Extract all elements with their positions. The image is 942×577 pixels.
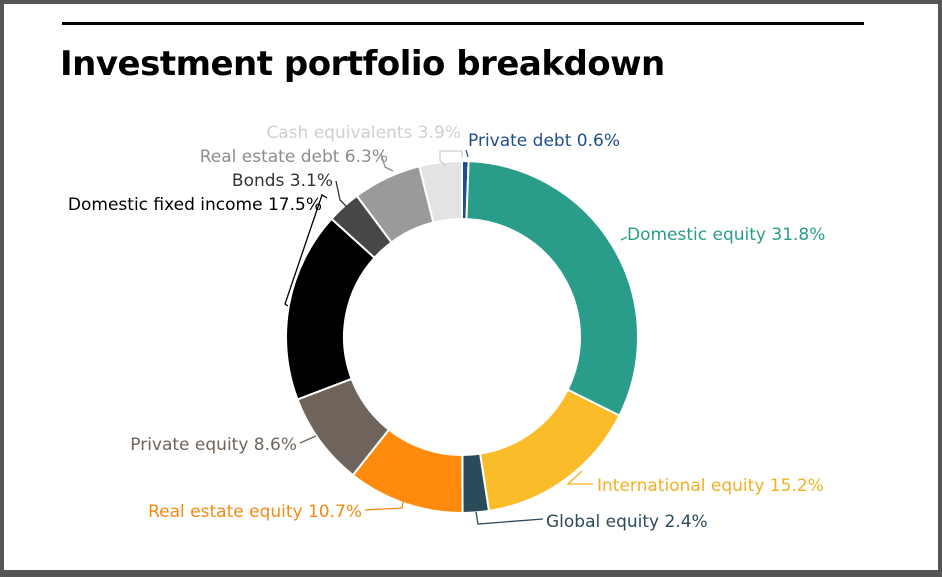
leader-line-private-debt — [465, 149, 469, 158]
leader-line-international-equity — [566, 470, 593, 485]
data-label-domestic-fixed-income: Domestic fixed income 17.5% — [68, 195, 322, 215]
data-label-cash-equivalents: Cash equivalents 3.9% — [266, 123, 461, 143]
leader-line-real-estate-equity — [364, 495, 405, 511]
slice-cash-equivalents — [418, 159, 463, 224]
leader-line-global-equity — [475, 511, 544, 525]
leader-line-domestic-equity — [620, 236, 628, 241]
leader-line-cash-equivalents — [439, 150, 463, 167]
data-label-real-estate-equity: Real estate equity 10.7% — [148, 502, 362, 522]
leader-line-real-estate-debt — [380, 152, 394, 172]
data-label-real-estate-debt: Real estate debt 6.3% — [200, 147, 388, 167]
leader-line-private-equity — [299, 435, 317, 444]
data-label-private-debt: Private debt 0.6% — [468, 131, 620, 151]
chart-title: Investment portfolio breakdown — [60, 44, 665, 84]
leader-line-domestic-fixed-income — [284, 194, 328, 307]
data-label-global-equity: Global equity 2.4% — [546, 512, 708, 532]
data-label-domestic-equity: Domestic equity 31.8% — [627, 225, 825, 245]
slice-domestic-equity — [465, 160, 639, 417]
data-label-private-equity: Private equity 8.6% — [130, 435, 297, 455]
data-label-international-equity: International equity 15.2% — [597, 476, 824, 496]
top-rule — [62, 22, 864, 25]
leader-line-bonds — [335, 180, 348, 208]
data-label-bonds: Bonds 3.1% — [232, 171, 333, 191]
